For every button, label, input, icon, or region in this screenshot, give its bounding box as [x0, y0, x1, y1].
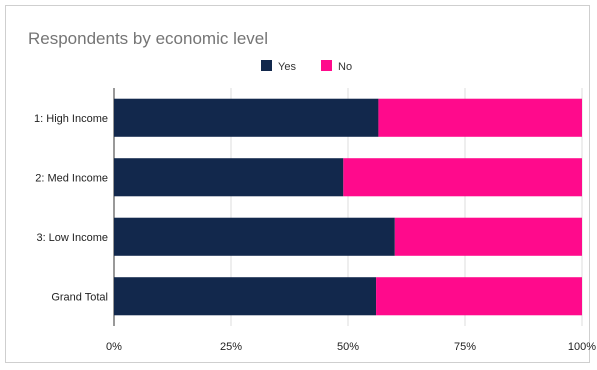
x-tick-label: 25% [220, 341, 242, 353]
bar-yes [114, 158, 344, 197]
category-label: 2: Med Income [35, 172, 108, 184]
bar-no [394, 217, 582, 256]
category-label: Grand Total [51, 291, 108, 303]
legend-swatch-yes [261, 60, 272, 71]
y-axis-labels: 1: High Income 2: Med Income 3: Low Income… [34, 113, 108, 304]
legend-label-yes: Yes [278, 61, 296, 73]
legend-swatch-no [321, 60, 332, 71]
chart-title: Respondents by economic level [28, 29, 268, 48]
x-tick-label: 100% [568, 341, 596, 353]
legend: Yes No [261, 60, 352, 73]
bar-yes [114, 98, 379, 137]
category-label: 3: Low Income [36, 232, 108, 244]
bar-no [378, 98, 582, 137]
bar-yes [114, 217, 395, 256]
legend-label-no: No [338, 61, 352, 73]
bar-no [376, 277, 582, 316]
category-label: 1: High Income [34, 113, 108, 125]
bars [114, 98, 582, 316]
bar-no [343, 158, 582, 197]
x-tick-label: 0% [106, 341, 122, 353]
x-tick-label: 50% [337, 341, 359, 353]
x-tick-label: 75% [454, 341, 476, 353]
x-axis-labels: 0% 25% 50% 75% 100% [106, 341, 596, 353]
bar-yes [114, 277, 377, 316]
